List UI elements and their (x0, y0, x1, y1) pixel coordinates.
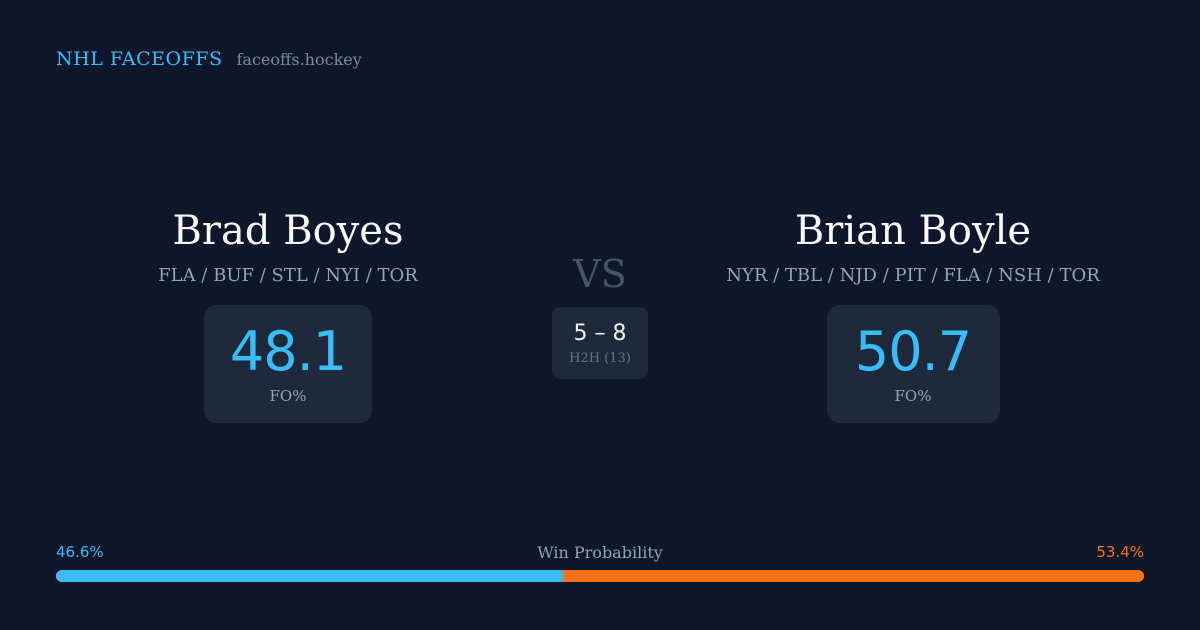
player-left-panel: Brad Boyes FLA / BUF / STL / NYI / TOR 4… (58, 205, 518, 423)
win-probability-title: Win Probability (537, 543, 663, 562)
player-right-fo-value: 50.7 (854, 320, 972, 383)
player-left-teams: FLA / BUF / STL / NYI / TOR (158, 265, 418, 286)
player-left-name: Brad Boyes (172, 208, 404, 254)
player-right-teams: NYR / TBL / NJD / PIT / FLA / NSH / TOR (726, 265, 1100, 286)
versus-label: VS (573, 252, 627, 296)
win-probability-left-label: 46.6% (56, 543, 104, 561)
player-right-panel: Brian Boyle NYR / TBL / NJD / PIT / FLA … (683, 205, 1143, 423)
player-left-fo-label: FO% (269, 387, 307, 405)
player-left-stat-card: 48.1 FO% (204, 305, 372, 423)
win-probability-left-segment (56, 570, 563, 582)
win-probability-right-label: 53.4% (1096, 543, 1144, 561)
brand-name[interactable]: NHL FACEOFFS (56, 48, 223, 70)
h2h-label: H2H (13) (569, 350, 631, 366)
player-right-stat-card: 50.7 FO% (826, 305, 1000, 423)
player-right-fo-label: FO% (894, 387, 932, 405)
win-probability-right-segment (563, 570, 1144, 582)
h2h-score: 5 – 8 (573, 320, 627, 346)
site-url[interactable]: faceoffs.hockey (236, 50, 362, 69)
player-left-fo-value: 48.1 (229, 320, 347, 383)
player-right-name: Brian Boyle (794, 208, 1032, 254)
head-to-head-card: 5 – 8 H2H (13) (552, 307, 648, 379)
win-probability-bar (56, 570, 1144, 582)
brand-header: NHL FACEOFFS faceoffs.hockey (56, 48, 362, 70)
